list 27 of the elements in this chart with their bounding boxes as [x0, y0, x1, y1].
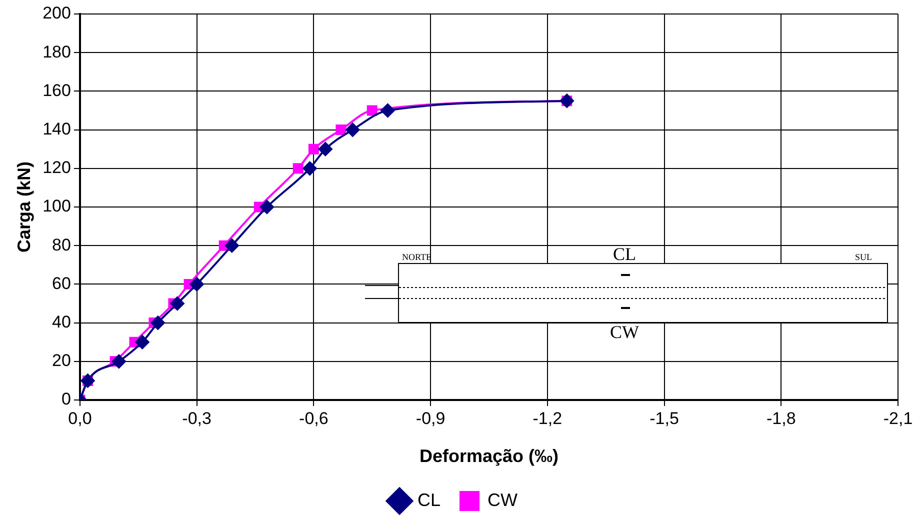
- x-tick-label: -0,6: [299, 408, 328, 428]
- x-tick-label: -2,1: [883, 408, 913, 428]
- y-tick-label: 0: [61, 390, 71, 409]
- annotation: SUL: [855, 252, 872, 262]
- y-axis-title: Carga (kN): [14, 161, 34, 253]
- x-tick-label: -0,3: [182, 408, 212, 428]
- y-tick-label: 120: [42, 158, 71, 178]
- y-tick-label: 80: [52, 235, 71, 254]
- x-tick-label: 0,0: [68, 408, 92, 428]
- x-tick-label: -0,9: [416, 408, 446, 428]
- y-tick-label: 180: [42, 42, 71, 62]
- y-tick-label: 140: [42, 119, 71, 138]
- y-tick-label: 160: [42, 80, 71, 100]
- y-tick-label: 40: [52, 312, 71, 332]
- x-axis-title: Deformação (‰): [419, 446, 558, 466]
- legend-label: CL: [418, 490, 441, 510]
- y-tick-label: 20: [52, 351, 71, 370]
- y-tick-label: 60: [52, 274, 71, 293]
- x-tick-label: -1,8: [766, 408, 796, 428]
- annotation: CL: [613, 244, 636, 265]
- annotation: CW: [610, 322, 639, 343]
- y-tick-label: 200: [42, 4, 71, 23]
- y-tick-label: 100: [42, 196, 71, 216]
- legend-label: CW: [488, 490, 518, 510]
- x-tick-label: -1,2: [532, 408, 562, 428]
- x-tick-label: -1,5: [650, 408, 679, 428]
- annotation: NORTE: [402, 252, 432, 262]
